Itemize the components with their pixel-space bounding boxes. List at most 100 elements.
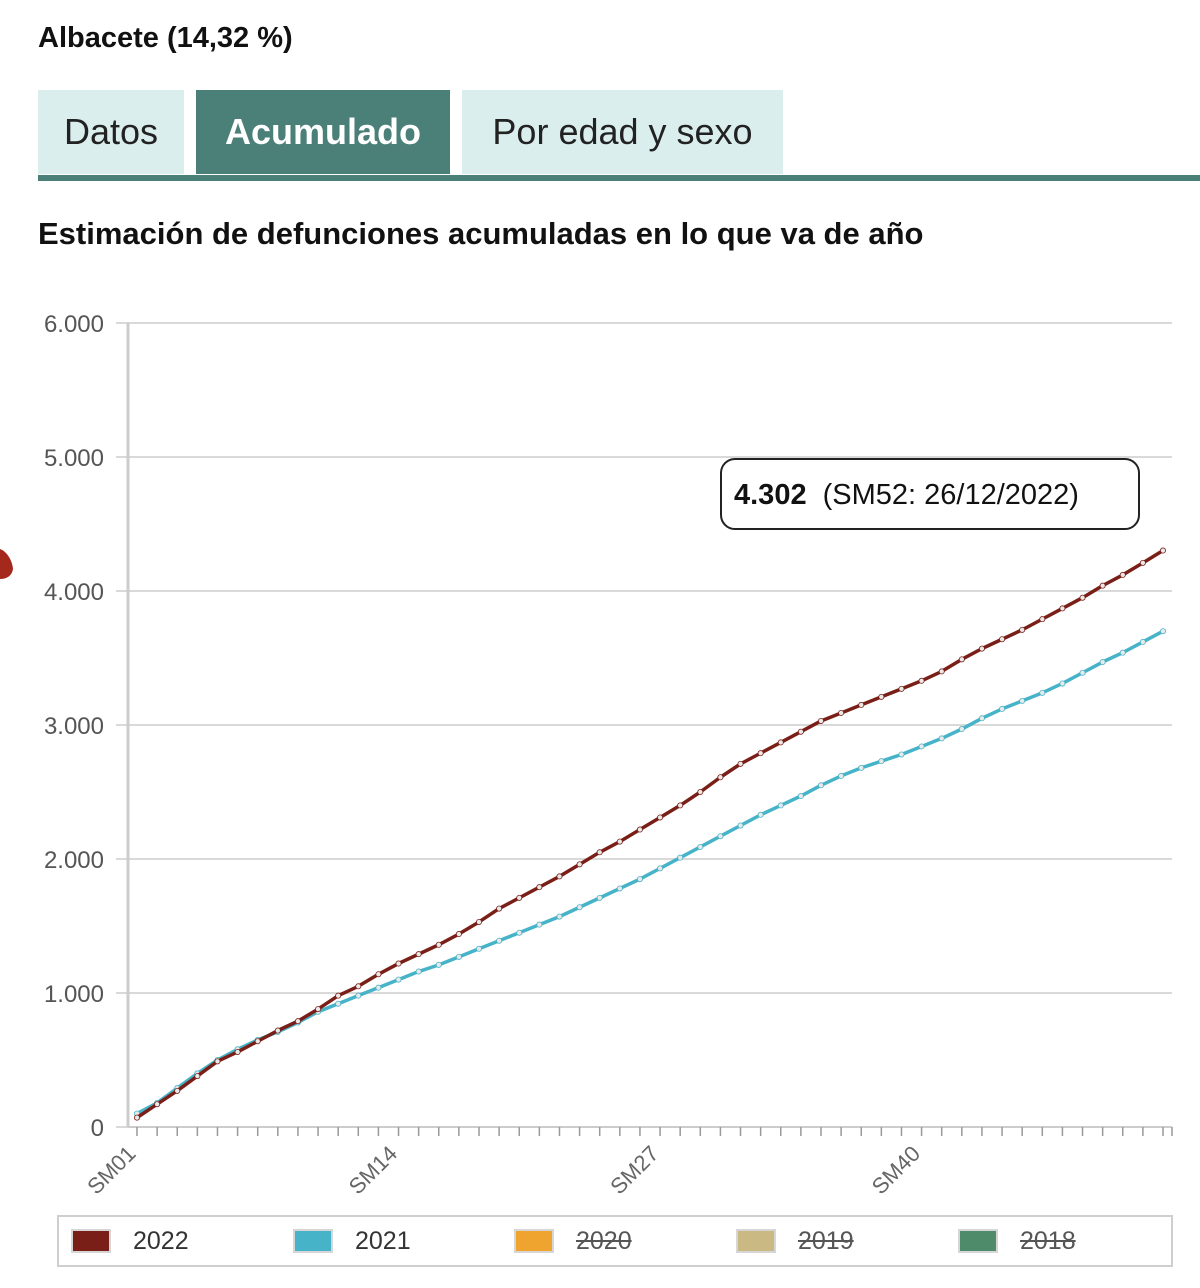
- legend-item-2020[interactable]: 2020: [514, 1217, 632, 1265]
- data-point-2021: [616, 885, 623, 892]
- data-point-2021: [1079, 669, 1086, 676]
- y-tick-label: 5.000: [44, 445, 104, 472]
- data-point-2021: [415, 968, 422, 975]
- data-point-2021: [475, 945, 482, 952]
- data-point-2022: [898, 685, 905, 692]
- legend-item-2021[interactable]: 2021: [293, 1217, 411, 1265]
- data-point-2021: [878, 758, 885, 765]
- data-point-2021: [717, 833, 724, 840]
- data-point-2022: [858, 701, 865, 708]
- series-line-2021: [136, 629, 1164, 1116]
- data-point-2022: [536, 884, 543, 891]
- data-point-2022: [878, 693, 885, 700]
- data-point-2022: [999, 636, 1006, 643]
- tab-bar: Datos Acumulado Por edad y sexo: [38, 90, 1200, 176]
- data-point-2022: [1059, 605, 1066, 612]
- partial-shape-icon: [0, 549, 13, 579]
- data-point-2021: [395, 976, 402, 983]
- data-point-2022: [838, 709, 845, 716]
- legend-swatch-2020: [514, 1229, 554, 1253]
- data-point-2021: [1059, 680, 1066, 687]
- legend-item-2018[interactable]: 2018: [958, 1217, 1076, 1265]
- y-tick-label: 4.000: [44, 579, 104, 606]
- data-point-2021: [335, 1000, 342, 1007]
- data-point-2022: [1139, 559, 1146, 566]
- data-point-2022: [697, 789, 704, 796]
- data-point-2021: [375, 984, 382, 991]
- legend-label-2020: 2020: [576, 1226, 632, 1255]
- tabs-underline: [38, 175, 1200, 181]
- data-point-2021: [697, 843, 704, 850]
- legend-item-2019[interactable]: 2019: [736, 1217, 854, 1265]
- legend-label-2022: 2022: [133, 1226, 189, 1255]
- legend-swatch-2021: [293, 1229, 333, 1253]
- data-point-2021: [576, 904, 583, 911]
- tab-por-edad-y-sexo[interactable]: Por edad y sexo: [462, 90, 783, 174]
- legend-label-2021: 2021: [355, 1226, 411, 1255]
- x-tick-label: SM14: [344, 1141, 402, 1199]
- data-point-2021: [978, 715, 985, 722]
- data-point-2021: [918, 743, 925, 750]
- data-point-2021: [938, 735, 945, 742]
- tooltip-value: 4.302: [734, 479, 807, 511]
- tooltip: 4.302 (SM52: 26/12/2022): [720, 458, 1140, 530]
- data-point-2022: [1019, 626, 1026, 633]
- data-point-2022: [294, 1018, 301, 1025]
- y-tick-label: 1.000: [44, 981, 104, 1008]
- data-point-2022: [355, 983, 362, 990]
- data-point-2021: [536, 921, 543, 928]
- data-point-2022: [455, 931, 462, 938]
- data-point-2022: [556, 873, 563, 880]
- region-title: Albacete (14,32 %): [38, 22, 293, 54]
- data-point-2022: [415, 951, 422, 958]
- legend-label-2019: 2019: [798, 1226, 854, 1255]
- data-point-2022: [214, 1058, 221, 1065]
- data-point-2022: [234, 1048, 241, 1055]
- data-point-2022: [1039, 616, 1046, 623]
- y-tick-label: 2.000: [44, 847, 104, 874]
- data-point-2021: [455, 953, 462, 960]
- data-point-2022: [657, 814, 664, 821]
- line-chart: 0 1.000 2.000 3.000 4.000 5.000 6.000 SM01 SM14 S…: [44, 311, 1173, 1199]
- legend-item-2022[interactable]: 2022: [71, 1217, 189, 1265]
- data-point-2022: [1160, 547, 1167, 554]
- data-point-2022: [938, 668, 945, 675]
- data-point-2021: [355, 992, 362, 999]
- tooltip-box: [720, 458, 1140, 530]
- data-point-2021: [858, 764, 865, 771]
- data-point-2022: [174, 1087, 181, 1094]
- data-point-2022: [154, 1101, 161, 1108]
- x-tick-label: SM40: [867, 1141, 925, 1199]
- data-point-2021: [516, 929, 523, 936]
- legend-swatch-2019: [736, 1229, 776, 1253]
- legend-label-2018: 2018: [1020, 1226, 1076, 1255]
- data-point-2022: [194, 1073, 201, 1080]
- data-point-2022: [818, 717, 825, 724]
- data-point-2022: [254, 1038, 261, 1045]
- legend-swatch-2022: [71, 1229, 111, 1253]
- data-point-2021: [596, 894, 603, 901]
- legend-swatch-2018: [958, 1229, 998, 1253]
- series-layer: [133, 547, 1167, 1121]
- data-point-2022: [315, 1006, 322, 1013]
- data-point-2022: [1099, 582, 1106, 589]
- data-point-2021: [435, 961, 442, 968]
- data-point-2022: [797, 728, 804, 735]
- tab-acumulado[interactable]: Acumulado: [196, 90, 450, 174]
- data-point-2022: [717, 774, 724, 781]
- data-point-2021: [797, 793, 804, 800]
- data-point-2021: [999, 705, 1006, 712]
- data-point-2022: [496, 905, 503, 912]
- data-point-2021: [777, 802, 784, 809]
- data-point-2021: [1019, 697, 1026, 704]
- chart-title: Estimación de defunciones acumuladas en …: [38, 216, 924, 251]
- tab-datos[interactable]: Datos: [38, 90, 184, 174]
- data-point-2022: [435, 941, 442, 948]
- data-point-2022: [133, 1114, 140, 1121]
- data-point-2022: [335, 992, 342, 999]
- data-point-2022: [375, 971, 382, 978]
- data-point-2022: [958, 656, 965, 663]
- data-point-2022: [576, 861, 583, 868]
- data-point-2022: [596, 849, 603, 856]
- data-point-2021: [757, 811, 764, 818]
